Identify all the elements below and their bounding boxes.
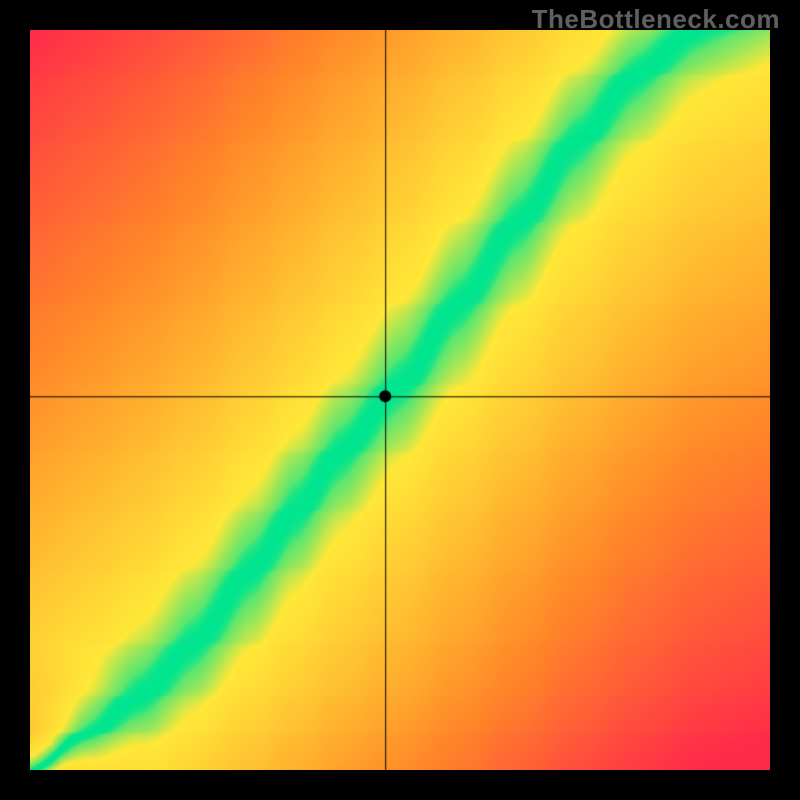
watermark-text: TheBottleneck.com — [532, 4, 780, 35]
chart-container: TheBottleneck.com — [0, 0, 800, 800]
heatmap-canvas — [30, 30, 770, 770]
